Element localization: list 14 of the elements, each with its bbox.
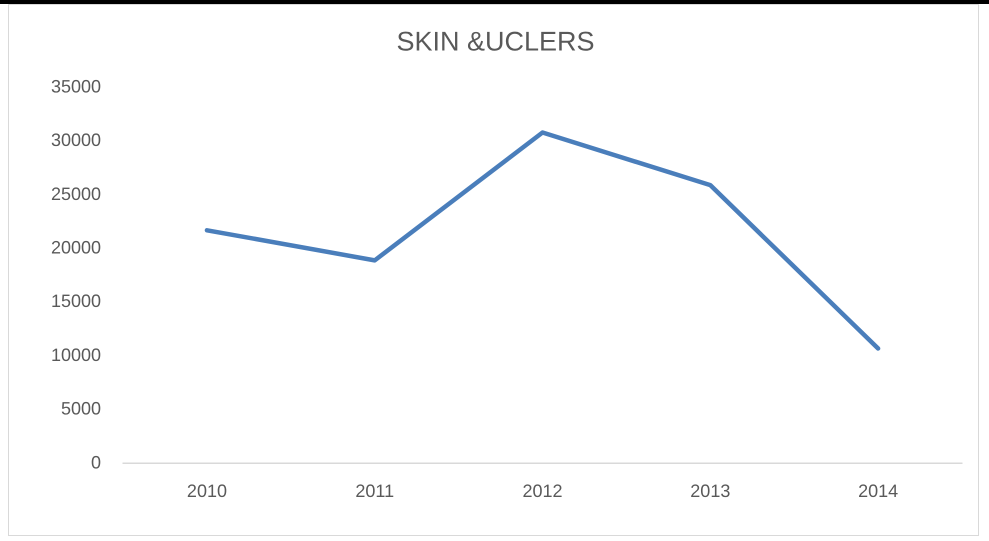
x-tick-label: 2014 [858,481,898,502]
x-tick-label: 2010 [186,481,227,502]
y-tick-label: 20000 [50,238,102,258]
y-tick-label: 25000 [50,184,102,204]
x-tick-label: 2013 [690,481,730,502]
x-tick-label: 2011 [355,481,394,502]
y-tick-label: 0 [91,452,102,472]
y-tick-label: 35000 [50,76,102,96]
chart-title: SKIN &UCLERS [396,26,595,57]
y-tick-label: 10000 [50,344,102,365]
x-tick-label: 2012 [522,481,563,502]
y-tick-label: 15000 [50,291,102,312]
y-tick-label: 5000 [61,398,102,419]
y-tick-label: 30000 [50,130,102,150]
